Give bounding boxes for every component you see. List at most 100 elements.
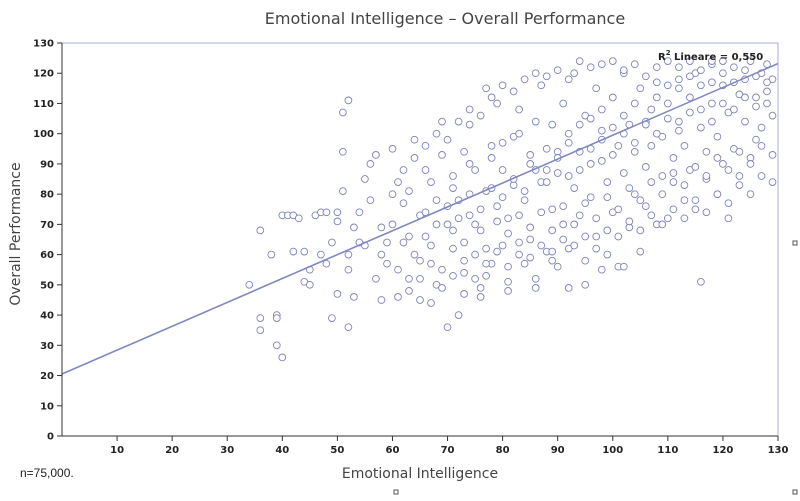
data-point [586,114,595,123]
data-point [449,226,457,235]
data-point [575,211,584,220]
data-point [708,117,716,126]
x-tick-label: 100 [602,445,623,456]
data-point [730,63,738,72]
data-point [702,172,711,180]
data-point [443,220,452,229]
data-point [592,214,601,223]
data-point [493,217,501,226]
data-point [757,172,766,180]
chart-title: Emotional Intelligence – Overall Perform… [265,9,625,28]
data-point [449,244,457,253]
data-point [675,63,683,72]
data-point [603,250,612,259]
data-point [465,211,474,220]
data-point [471,250,479,259]
data-point [630,190,639,199]
data-point [465,160,474,168]
data-point [520,187,529,195]
data-point [504,287,512,295]
data-point [515,211,523,220]
data-point [630,147,639,156]
data-point [399,238,408,247]
data-point [553,169,562,177]
data-point [498,166,507,174]
data-point [697,66,705,75]
data-point [383,238,391,247]
data-point [697,105,705,114]
data-point [663,99,672,108]
data-point [619,66,628,75]
data-point [482,84,490,93]
data-point [575,166,584,174]
data-point [708,99,716,108]
data-point [317,250,325,259]
data-point [680,141,689,150]
data-point [597,265,606,274]
data-point [757,141,766,150]
data-point [471,274,479,283]
y-tick-label: 0 [47,432,54,443]
data-point [675,84,683,93]
data-point [548,205,557,214]
data-point [366,196,375,205]
data-point [350,223,358,232]
data-point [427,299,435,307]
data-point [465,105,474,114]
r-squared-label-suffix: Lineare = 0,550 [671,52,764,63]
x-tick-label: 90 [551,445,565,456]
data-point [515,238,523,247]
data-point [641,163,650,171]
data-point [542,178,551,186]
data-point [256,326,265,335]
data-point [719,57,727,65]
y-tick-label: 100 [33,129,54,140]
data-point [515,129,523,138]
data-point [735,181,744,189]
data-point [719,99,727,108]
data-point [383,259,391,268]
y-tick-label: 30 [40,341,54,352]
data-point [581,232,590,241]
data-point [564,75,573,84]
data-point [647,141,656,150]
data-point [322,259,331,268]
data-point [377,296,386,304]
data-point [658,172,667,180]
data-point [460,238,468,247]
data-point [333,217,342,226]
data-point [498,193,507,202]
data-point [641,202,650,211]
data-point [548,120,557,129]
data-point [586,63,595,72]
data-point [752,102,760,111]
data-point [465,120,474,129]
y-tick-label: 60 [40,250,54,261]
data-point [498,138,507,147]
data-point [460,147,468,156]
data-point [449,172,457,180]
data-point [416,256,424,265]
y-tick-label: 50 [40,280,54,291]
data-point [619,111,628,120]
y-tick-label: 110 [33,99,54,110]
data-point [267,250,276,259]
data-point [405,287,413,295]
data-point [625,217,634,226]
data-point [586,160,595,168]
data-point [438,265,446,274]
y-tick-label: 120 [33,69,54,80]
data-point [460,256,468,265]
data-point [697,123,705,132]
data-point [460,290,468,298]
data-point [471,166,479,174]
data-point [719,160,727,168]
data-point [669,178,678,186]
selection-handle-right [792,240,798,246]
data-point [410,135,419,144]
data-point [504,262,512,271]
data-point [333,290,342,298]
data-point [581,280,590,289]
data-point [608,151,617,159]
data-point [608,57,617,65]
